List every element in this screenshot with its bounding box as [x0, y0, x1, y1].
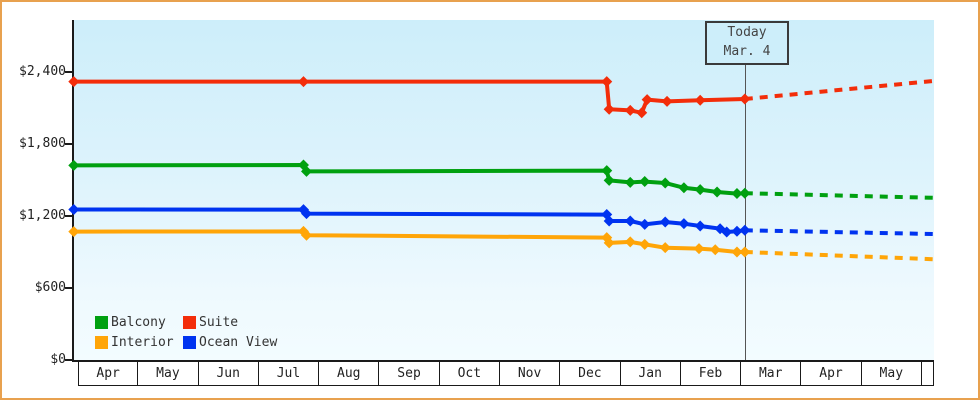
- data-point-marker-ocean-view: [678, 218, 690, 230]
- legend-label: Suite: [199, 315, 239, 330]
- y-tick-mark: [65, 143, 73, 145]
- data-point-marker-balcony: [739, 187, 751, 199]
- interior-color-swatch: [95, 336, 108, 349]
- today-flag-date: Mar. 4: [723, 44, 771, 59]
- x-tick-label: Nov: [500, 362, 561, 385]
- y-tick-label: $600: [34, 280, 66, 295]
- today-vertical-line: [745, 62, 746, 360]
- data-point-marker-ocean-view: [721, 226, 733, 238]
- series-projection-ocean-view: [744, 228, 933, 236]
- legend-label: Balcony: [111, 315, 166, 330]
- y-tick-mark: [65, 71, 73, 73]
- data-point-marker-interior: [297, 225, 309, 237]
- data-point-marker-balcony: [659, 177, 671, 189]
- data-point-marker-ocean-view: [297, 204, 309, 216]
- x-axis-month-band: Apr May Jun Jul Aug Sep Oct Nov Dec Jan …: [78, 362, 934, 386]
- legend-label: Interior: [111, 335, 174, 350]
- x-tick-label: May: [138, 362, 199, 385]
- data-point-marker-ocean-view: [624, 215, 636, 227]
- series-projection-balcony: [744, 191, 933, 200]
- data-point-marker-suite: [297, 76, 309, 88]
- chart-plot[interactable]: [68, 20, 934, 360]
- data-point-marker-interior: [693, 243, 705, 255]
- x-tick-label: Jan: [621, 362, 681, 385]
- series-projection-suite: [744, 79, 934, 101]
- data-point-marker-suite: [603, 103, 615, 115]
- suite-color-swatch: [183, 316, 196, 329]
- x-tick-label: Feb: [681, 362, 742, 385]
- y-tick-label: $2,400: [19, 64, 66, 79]
- data-point-marker-ocean-view: [300, 208, 312, 220]
- data-point-marker-balcony: [731, 188, 743, 200]
- data-point-marker-balcony: [624, 176, 636, 188]
- legend-item-interior: Interior: [95, 335, 174, 350]
- data-point-marker-interior: [659, 242, 671, 254]
- data-point-marker-ocean-view: [639, 218, 651, 230]
- today-flag: Today Mar. 4: [705, 21, 789, 65]
- data-point-marker-interior: [731, 246, 743, 258]
- data-point-marker-suite: [601, 76, 613, 88]
- data-point-marker-balcony: [601, 165, 613, 177]
- data-point-marker-ocean-view: [731, 225, 743, 237]
- data-point-marker-ocean-view: [603, 215, 615, 227]
- data-point-marker-balcony: [300, 165, 312, 177]
- x-axis-line: [72, 360, 934, 362]
- series-projection-interior: [744, 250, 933, 262]
- x-tick-label: Jun: [199, 362, 259, 385]
- data-point-marker-interior: [624, 236, 636, 248]
- x-tick-label: Apr: [78, 362, 139, 385]
- data-point-marker-interior: [639, 238, 651, 250]
- x-tick-label: Oct: [440, 362, 500, 385]
- y-tick-label: $0: [50, 352, 66, 367]
- data-point-marker-suite: [641, 94, 653, 106]
- x-tick-label: May: [862, 362, 922, 385]
- y-tick-mark: [65, 359, 73, 361]
- data-point-marker-balcony: [297, 159, 309, 171]
- data-point-marker-interior: [739, 246, 751, 258]
- legend-item-ocean-view: Ocean View: [183, 335, 277, 350]
- y-tick-label: $1,800: [19, 136, 66, 151]
- data-point-marker-interior: [300, 229, 312, 241]
- data-point-marker-suite: [636, 107, 648, 119]
- data-point-marker-suite: [624, 104, 636, 116]
- data-point-marker-ocean-view: [739, 224, 751, 236]
- balcony-color-swatch: [95, 316, 108, 329]
- data-point-marker-balcony: [678, 182, 690, 194]
- data-point-marker-balcony: [639, 176, 651, 188]
- x-tick-label: Jul: [259, 362, 320, 385]
- data-point-marker-balcony: [711, 186, 723, 198]
- plot-background: [74, 20, 934, 360]
- ocean-view-color-swatch: [183, 336, 196, 349]
- legend-item-suite: Suite: [183, 315, 238, 330]
- data-point-marker-ocean-view: [68, 204, 80, 216]
- data-point-marker-interior: [68, 226, 80, 238]
- y-tick-label: $1,200: [19, 208, 66, 223]
- data-point-marker-suite: [68, 76, 80, 88]
- data-point-marker-balcony: [68, 159, 80, 171]
- data-point-marker-suite: [661, 95, 673, 107]
- legend-item-balcony: Balcony: [95, 315, 166, 330]
- y-axis-line: [72, 20, 74, 362]
- today-flag-title: Today: [727, 25, 767, 41]
- y-tick-mark: [65, 287, 73, 289]
- data-point-marker-interior: [603, 237, 615, 249]
- x-tick-label: Sep: [379, 362, 440, 385]
- data-point-marker-suite: [694, 94, 706, 106]
- x-axis-empty-cell: [922, 362, 934, 385]
- x-tick-label: Aug: [319, 362, 380, 385]
- data-point-marker-suite: [739, 93, 751, 105]
- x-tick-label: Apr: [801, 362, 862, 385]
- series-line-suite: [73, 79, 745, 116]
- legend-label: Ocean View: [199, 335, 278, 350]
- data-point-marker-ocean-view: [659, 216, 671, 228]
- x-tick-label: Mar: [741, 362, 802, 385]
- data-point-marker-balcony: [694, 184, 706, 196]
- data-point-marker-interior: [709, 244, 721, 256]
- y-tick-mark: [65, 215, 73, 217]
- data-point-marker-balcony: [603, 174, 615, 186]
- data-point-marker-ocean-view: [694, 220, 706, 232]
- x-tick-label: Dec: [560, 362, 621, 385]
